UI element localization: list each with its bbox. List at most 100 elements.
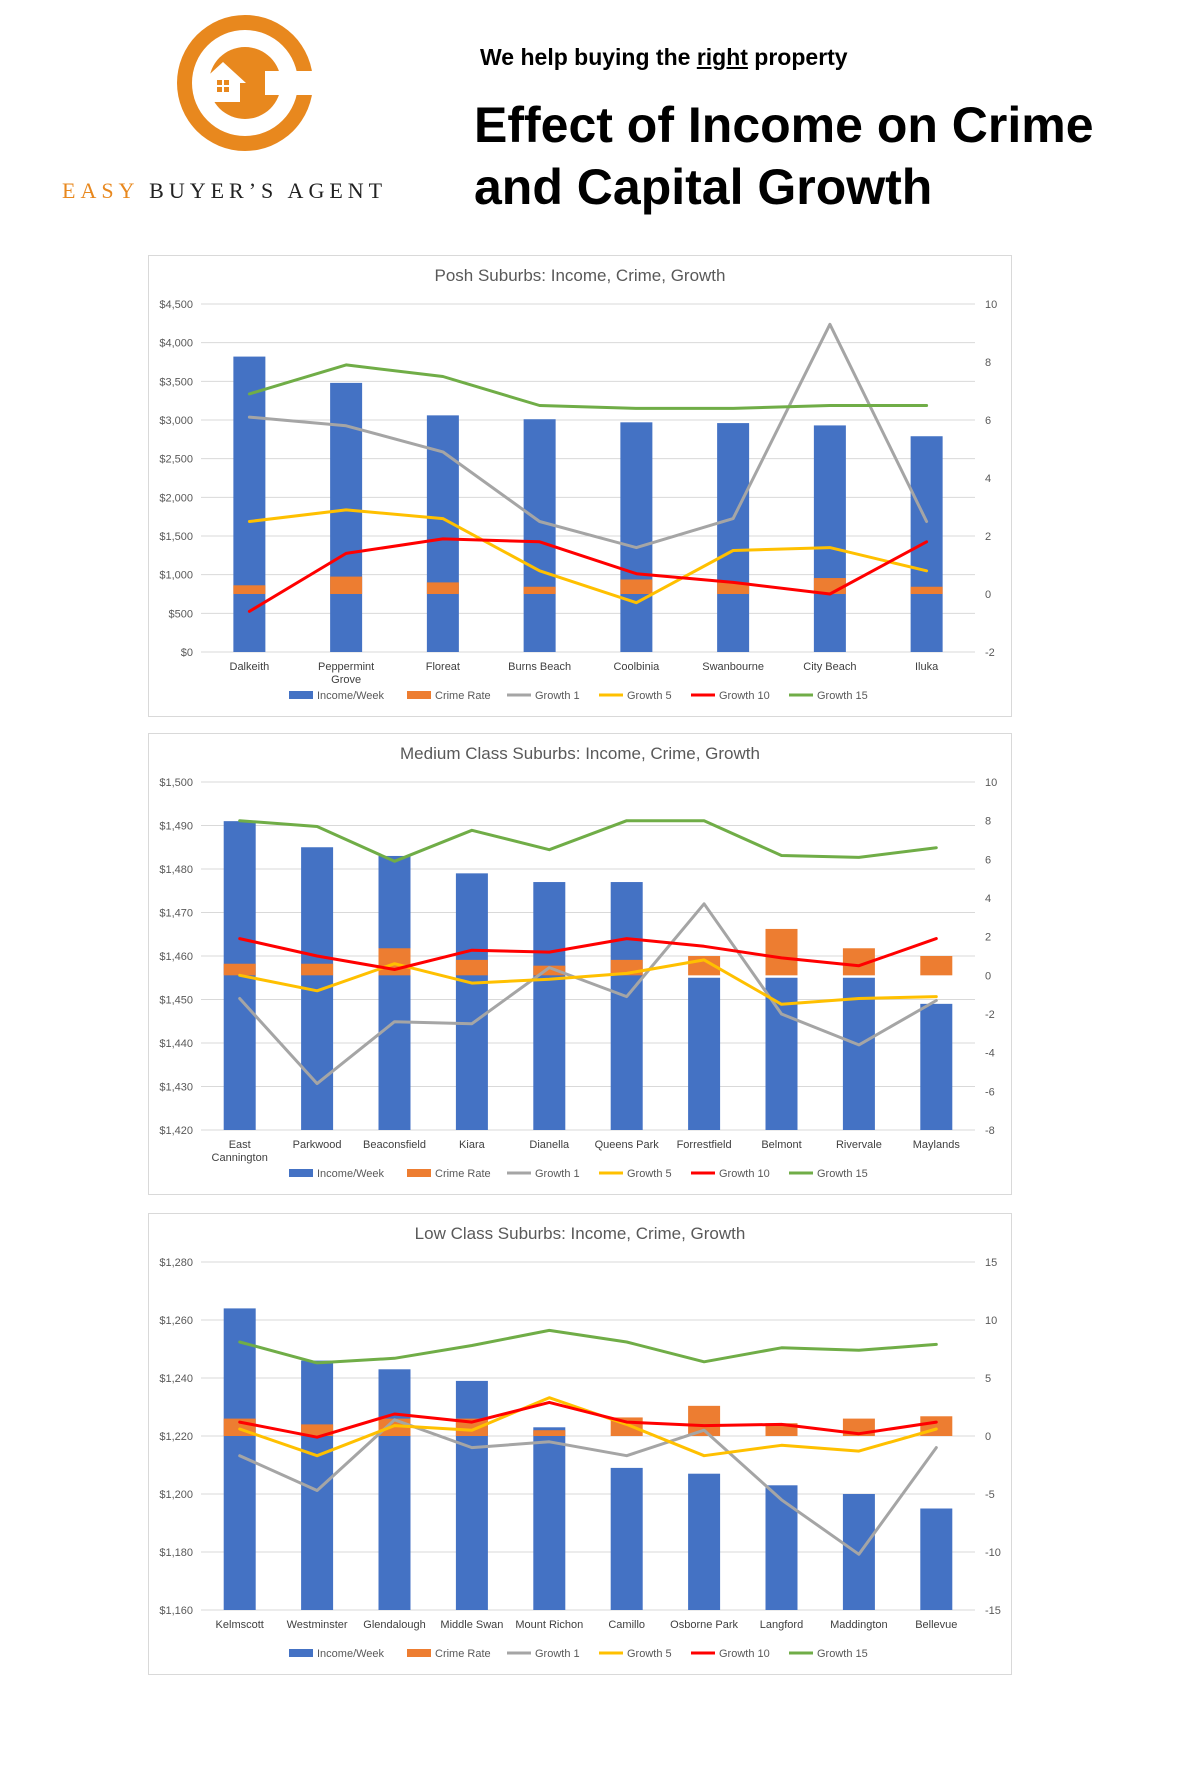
x-tick-label: Beaconsfield xyxy=(363,1139,426,1151)
medium-class-suburbs-chart: Medium Class Suburbs: Income, Crime, Gro… xyxy=(148,733,1012,1195)
income-bar-burns-beach xyxy=(523,419,556,652)
x-tick-label: East Cannington xyxy=(212,1139,268,1164)
legend-label-growth-1: Growth 1 xyxy=(535,690,580,702)
legend-label-income-week: Income/Week xyxy=(317,1168,385,1180)
y-tick-label: $3,500 xyxy=(159,376,193,388)
income-bar-bellevue xyxy=(920,1508,953,1610)
income-bar-kiara xyxy=(455,873,488,1130)
income-bar-mount-richon xyxy=(533,1427,566,1610)
income-bar-rivervale xyxy=(842,977,875,1130)
y-tick-label: $1,420 xyxy=(159,1125,193,1137)
y-tick-label: $1,500 xyxy=(159,531,193,543)
legend-swatch-income-week xyxy=(289,1649,313,1657)
posh-suburbs-chart: Posh Suburbs: Income, Crime, Growth $0 $50… xyxy=(148,255,1012,717)
income-bar-langford xyxy=(765,1485,798,1610)
x-tick-label: Dianella xyxy=(529,1139,570,1151)
y-tick-label: $1,490 xyxy=(159,821,193,833)
income-bar-coolbinia xyxy=(620,422,653,652)
income-bar-queens-park xyxy=(610,882,643,1130)
logo xyxy=(60,10,420,210)
crime-rate-bar-floreat xyxy=(426,582,459,594)
legend-label-growth-15: Growth 15 xyxy=(817,690,868,702)
y2-tick-label: -15 xyxy=(985,1605,1001,1617)
y2-tick-label: 6 xyxy=(985,854,991,866)
y-tick-label: $500 xyxy=(169,608,193,620)
crime-rate-bar-dianella xyxy=(533,965,566,976)
x-tick-label: Kelmscott xyxy=(216,1619,264,1631)
line-growth-1 xyxy=(238,1418,938,1556)
y2-tick-label: -10 xyxy=(985,1547,1001,1559)
crime-rate-bar-westminster xyxy=(301,1424,334,1436)
line-growth-10 xyxy=(238,1400,938,1439)
y2-tick-label: 8 xyxy=(985,357,991,369)
income-bar-maylands xyxy=(920,1003,953,1130)
y-tick-label: $1,220 xyxy=(159,1431,193,1443)
brand-name: EASY BUYER’S AGENT xyxy=(62,178,422,204)
y2-tick-label: 0 xyxy=(985,1431,991,1443)
tagline-post: property xyxy=(747,44,848,70)
y2-tick-label: 10 xyxy=(985,777,997,789)
low-class-suburbs-chart: Low Class Suburbs: Income, Crime, Growth… xyxy=(148,1213,1012,1675)
legend-label-growth-1: Growth 1 xyxy=(535,1648,580,1660)
y2-tick-label: 0 xyxy=(985,970,991,982)
y2-tick-label: 15 xyxy=(985,1257,997,1269)
legend-swatch-crime-rate xyxy=(407,1649,431,1657)
y-tick-label: $1,000 xyxy=(159,570,193,582)
crime-rate-bar-beaconsfield xyxy=(378,948,411,976)
crime-rate-bar-dalkeith xyxy=(233,585,266,594)
crime-rate-bar-east-cannington xyxy=(223,963,256,976)
income-bar-middle-swan xyxy=(455,1380,488,1610)
line-growth-1 xyxy=(247,322,929,550)
income-bar-forrestfield xyxy=(688,977,721,1130)
y2-tick-label: 4 xyxy=(985,473,991,485)
y2-tick-label: 0 xyxy=(985,589,991,601)
chart-title: Posh Suburbs: Income, Crime, Growth xyxy=(434,266,725,285)
income-bar-beaconsfield xyxy=(378,855,411,1130)
y2-tick-label: 6 xyxy=(985,415,991,427)
income-bar-peppermint-grove xyxy=(330,382,363,652)
x-tick-label: Rivervale xyxy=(836,1139,882,1151)
x-tick-label: Floreat xyxy=(426,661,460,673)
brand-rest: BUYER’S AGENT xyxy=(149,178,388,203)
line-growth-15 xyxy=(247,363,929,410)
crime-rate-bar-maylands xyxy=(920,956,953,976)
income-bar-osborne-park xyxy=(688,1473,721,1610)
line-growth-5 xyxy=(238,958,938,1006)
x-tick-label: Osborne Park xyxy=(670,1619,738,1631)
y-tick-label: $1,460 xyxy=(159,951,193,963)
y-tick-label: $1,280 xyxy=(159,1257,193,1269)
crime-rate-bar-parkwood xyxy=(301,963,334,976)
y2-tick-label: 5 xyxy=(985,1373,991,1385)
crime-rate-bar-kiara xyxy=(455,959,488,976)
y2-tick-label: 10 xyxy=(985,299,997,311)
y-tick-label: $2,000 xyxy=(159,492,193,504)
legend-swatch-crime-rate xyxy=(407,691,431,699)
x-tick-label: Burns Beach xyxy=(508,661,571,673)
legend-label-growth-10: Growth 10 xyxy=(719,1168,770,1180)
y-tick-label: $1,500 xyxy=(159,777,193,789)
y-tick-label: $2,500 xyxy=(159,454,193,466)
crime-rate-bar-belmont xyxy=(765,928,798,976)
x-tick-label: Westminster xyxy=(287,1619,348,1631)
y-tick-label: $1,160 xyxy=(159,1605,193,1617)
x-tick-label: Dalkeith xyxy=(230,661,270,673)
medium-class-suburbs-chart-svg: Medium Class Suburbs: Income, Crime, Gro… xyxy=(159,744,997,1180)
y2-tick-label: -5 xyxy=(985,1489,995,1501)
page-title-line-2: and Capital Growth xyxy=(474,159,933,215)
y-tick-label: $1,240 xyxy=(159,1373,193,1385)
y2-tick-label: -6 xyxy=(985,1086,995,1098)
line-growth-5 xyxy=(247,508,929,605)
tagline: We help buying the right property xyxy=(480,44,848,71)
y-tick-label: $1,180 xyxy=(159,1547,193,1559)
page-title: Effect of Income on Crime and Capital Gr… xyxy=(474,94,1154,218)
x-tick-label: Forrestfield xyxy=(677,1139,732,1151)
legend-label-growth-10: Growth 10 xyxy=(719,1648,770,1660)
crime-rate-bar-coolbinia xyxy=(620,579,653,594)
x-tick-label: Iluka xyxy=(915,661,939,673)
y-tick-label: $1,480 xyxy=(159,864,193,876)
legend-label-growth-15: Growth 15 xyxy=(817,1168,868,1180)
page-title-line-1: Effect of Income on Crime xyxy=(474,97,1094,153)
income-bar-glendalough xyxy=(378,1369,411,1610)
wrench-house-logo-icon xyxy=(177,15,323,151)
income-bar-dalkeith xyxy=(233,356,266,652)
